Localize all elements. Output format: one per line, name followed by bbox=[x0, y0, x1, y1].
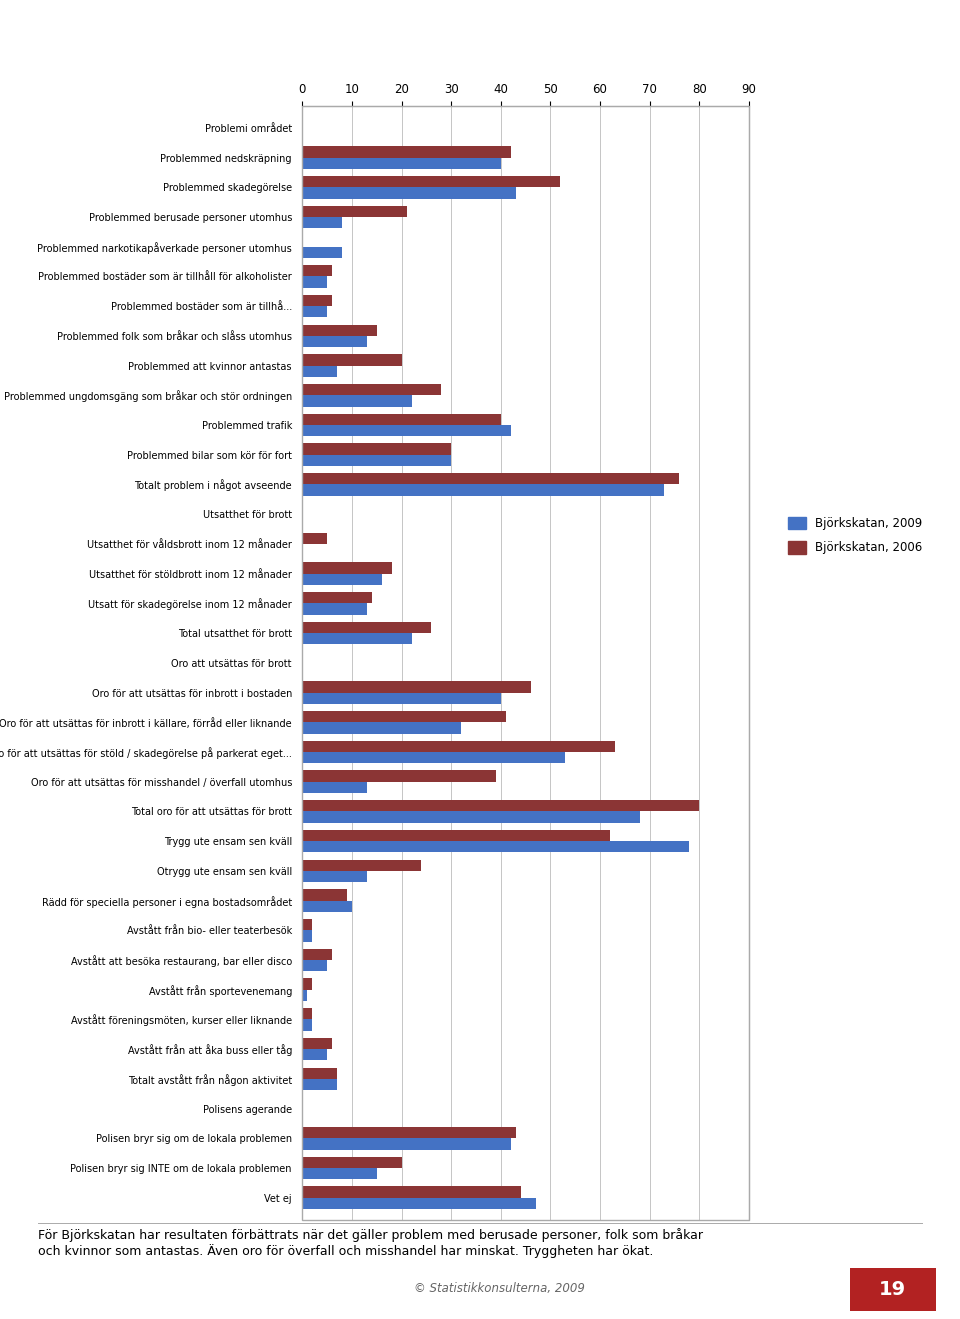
Bar bbox=[302, 157, 501, 169]
Bar bbox=[302, 621, 431, 633]
Bar bbox=[302, 277, 327, 288]
Bar bbox=[302, 989, 307, 1001]
Bar bbox=[302, 830, 610, 842]
Bar bbox=[302, 1038, 332, 1049]
Bar bbox=[302, 265, 332, 277]
Bar bbox=[302, 979, 312, 989]
Bar bbox=[302, 175, 561, 187]
Bar bbox=[302, 533, 327, 543]
Bar bbox=[302, 633, 412, 645]
Bar bbox=[302, 355, 401, 365]
Bar bbox=[302, 1198, 536, 1210]
Bar bbox=[302, 919, 312, 930]
Bar bbox=[302, 455, 451, 466]
Bar bbox=[302, 948, 332, 960]
Bar bbox=[302, 146, 511, 157]
Bar bbox=[302, 592, 372, 603]
Text: 19: 19 bbox=[879, 1279, 906, 1299]
Bar bbox=[302, 842, 689, 852]
Bar bbox=[302, 889, 347, 901]
Bar bbox=[302, 306, 327, 318]
Bar bbox=[302, 871, 367, 882]
Bar bbox=[302, 562, 392, 574]
Bar bbox=[302, 1126, 516, 1138]
Bar bbox=[302, 960, 327, 971]
Bar bbox=[302, 295, 332, 306]
Bar bbox=[302, 930, 312, 942]
Bar bbox=[302, 206, 407, 216]
Bar bbox=[302, 474, 680, 484]
Bar bbox=[302, 681, 531, 692]
Text: För Björkskatan har resultaten förbättrats när det gäller problem med berusade p: För Björkskatan har resultaten förbättra… bbox=[38, 1228, 704, 1258]
Bar bbox=[302, 782, 367, 793]
Bar bbox=[302, 324, 376, 336]
Legend: Björkskatan, 2009, Björkskatan, 2006: Björkskatan, 2009, Björkskatan, 2006 bbox=[779, 506, 932, 565]
Bar bbox=[302, 1138, 511, 1150]
Bar bbox=[302, 711, 506, 723]
Bar bbox=[302, 1169, 376, 1179]
Bar bbox=[302, 484, 664, 496]
Bar bbox=[302, 1008, 312, 1020]
Bar bbox=[302, 384, 442, 396]
Bar bbox=[302, 574, 382, 584]
Bar bbox=[302, 365, 337, 377]
Bar bbox=[302, 425, 511, 437]
Bar bbox=[302, 336, 367, 347]
Bar bbox=[302, 216, 342, 228]
Bar bbox=[302, 1020, 312, 1030]
Bar bbox=[302, 741, 615, 752]
Bar bbox=[302, 187, 516, 199]
Bar bbox=[302, 1067, 337, 1079]
Bar bbox=[302, 414, 501, 425]
Bar bbox=[302, 1187, 520, 1198]
Bar bbox=[302, 396, 412, 406]
Text: © Statistikkonsulterna, 2009: © Statistikkonsulterna, 2009 bbox=[414, 1282, 585, 1295]
Bar bbox=[302, 1049, 327, 1060]
Bar bbox=[302, 901, 352, 911]
Bar bbox=[302, 770, 496, 782]
Bar bbox=[302, 1079, 337, 1091]
Bar bbox=[302, 723, 461, 733]
Bar bbox=[302, 247, 342, 259]
Bar bbox=[302, 443, 451, 455]
Bar bbox=[302, 752, 565, 764]
Bar bbox=[302, 860, 421, 871]
Bar bbox=[302, 692, 501, 704]
Bar bbox=[302, 603, 367, 615]
Bar bbox=[302, 801, 699, 811]
Bar bbox=[302, 1157, 401, 1169]
Bar bbox=[302, 811, 639, 823]
